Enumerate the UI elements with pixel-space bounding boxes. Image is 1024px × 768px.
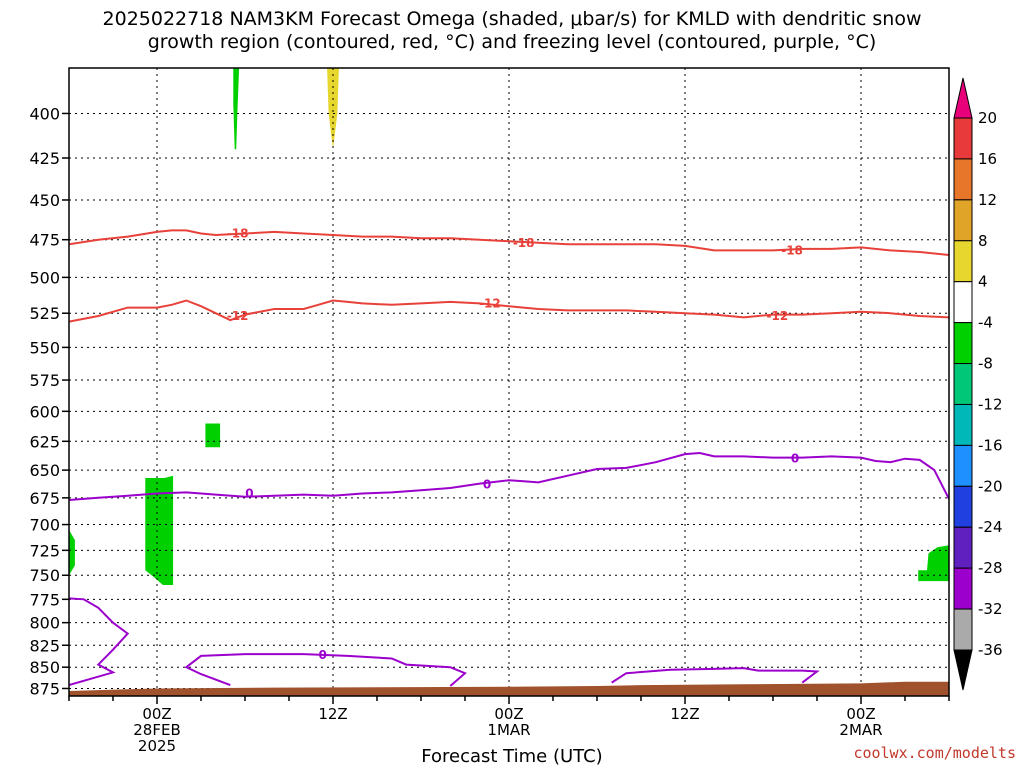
omega-colorbar: 20 16 12 8 4 -4 -8 -12 -16 -20 -24 -28 -32 -36 bbox=[953, 77, 1003, 691]
colorbar-top-triangle bbox=[953, 77, 973, 119]
y-tick-label-525: 525 bbox=[29, 304, 60, 323]
colorbar-label-2: 12 bbox=[978, 191, 997, 209]
contour-labels: -18 -18 -18 -12 -12 -12 0 0 0 0 bbox=[227, 226, 803, 662]
chart-title-line-1: 2025022718 NAM3KM Forecast Omega (shaded… bbox=[102, 8, 922, 30]
colorbar-label-8: -16 bbox=[978, 436, 1003, 454]
y-tick-label-400: 400 bbox=[29, 104, 60, 123]
colorbar-label-10: -24 bbox=[978, 518, 1003, 536]
contour-line-0 bbox=[69, 229, 949, 256]
y-tick-label-750: 750 bbox=[29, 566, 60, 585]
contour-label-3: -12 bbox=[227, 309, 249, 323]
x-tick-label-48-0: 00Z bbox=[846, 705, 875, 723]
colorbar-label-4: 4 bbox=[978, 273, 988, 291]
y-tick-label-475: 475 bbox=[29, 231, 60, 250]
colorbar-segment-12 bbox=[953, 608, 973, 651]
colorbar-segment-7 bbox=[953, 403, 973, 446]
colorbar-label-5: -4 bbox=[978, 314, 993, 332]
contour-label-2: -18 bbox=[781, 243, 803, 257]
x-tick-label-0-1: 28FEB bbox=[133, 721, 180, 739]
y-tick-label-625: 625 bbox=[29, 432, 60, 451]
colorbar-label-13: -36 bbox=[978, 641, 1003, 659]
omega-region-0 bbox=[233, 68, 240, 150]
omega-region-4 bbox=[69, 529, 75, 576]
contour-label-7: 0 bbox=[483, 478, 491, 492]
x-tick-label-12-0: 12Z bbox=[318, 705, 347, 723]
contour-label-6: 0 bbox=[245, 486, 253, 500]
colorbar-label-3: 8 bbox=[978, 232, 988, 250]
colorbar-label-6: -8 bbox=[978, 355, 993, 373]
y-tick-label-725: 725 bbox=[29, 541, 60, 560]
grid-lines bbox=[69, 68, 949, 696]
temperature-contours bbox=[69, 229, 949, 687]
contour-line-4 bbox=[184, 653, 467, 687]
contour-label-4: -12 bbox=[479, 296, 501, 310]
y-tick-label-450: 450 bbox=[29, 191, 60, 210]
y-tick-label-575: 575 bbox=[29, 371, 60, 390]
colorbar-segment-0 bbox=[953, 117, 973, 160]
ground-terrain bbox=[69, 681, 949, 696]
y-tick-label-700: 700 bbox=[29, 516, 60, 535]
y-tick-label-650: 650 bbox=[29, 461, 60, 480]
y-tick-label-425: 425 bbox=[29, 149, 60, 168]
contour-label-0: -18 bbox=[227, 226, 249, 240]
colorbar-label-0: 20 bbox=[978, 109, 997, 127]
y-tick-label-500: 500 bbox=[29, 268, 60, 287]
contour-line-1 bbox=[69, 299, 949, 323]
colorbar-segment-6 bbox=[953, 363, 973, 405]
y-tick-label-825: 825 bbox=[29, 636, 60, 655]
contour-label-9: 0 bbox=[319, 648, 327, 662]
omega-region-1 bbox=[327, 68, 339, 150]
omega-region-2 bbox=[205, 423, 221, 448]
contour-label-1: -18 bbox=[513, 236, 535, 250]
contour-line-5 bbox=[611, 667, 820, 684]
colorbar-label-1: 16 bbox=[978, 150, 997, 168]
colorbar-label-7: -12 bbox=[978, 395, 1003, 413]
y-axis-ticks: 400 425 450 475 500 525 550 575 600 625 650 675 700 7… bbox=[29, 104, 69, 698]
omega-region-3 bbox=[145, 475, 174, 585]
x-axis-label: Forecast Time (UTC) bbox=[421, 746, 603, 767]
colorbar-segment-10 bbox=[953, 526, 973, 569]
x-tick-label-24-0: 00Z bbox=[494, 705, 523, 723]
colorbar-label-9: -20 bbox=[978, 477, 1003, 495]
colorbar-segment-2 bbox=[953, 199, 973, 242]
colorbar-segment-5 bbox=[953, 322, 973, 365]
colorbar-segment-1 bbox=[953, 158, 973, 201]
y-tick-label-800: 800 bbox=[29, 614, 60, 633]
y-tick-label-775: 775 bbox=[29, 590, 60, 609]
y-tick-label-675: 675 bbox=[29, 489, 60, 508]
omega-region-5 bbox=[918, 545, 949, 582]
site-credit[interactable]: coolwx.com/modelts bbox=[853, 744, 1016, 762]
colorbar-segment-11 bbox=[953, 567, 973, 610]
colorbar-segment-9 bbox=[953, 485, 973, 528]
contour-label-8: 0 bbox=[791, 452, 799, 466]
x-tick-label-24-1: 1MAR bbox=[487, 721, 530, 739]
x-tick-label-0-0: 00Z bbox=[142, 705, 171, 723]
contour-line-3 bbox=[69, 597, 130, 687]
colorbar-segment-3 bbox=[953, 240, 973, 283]
y-tick-label-875: 875 bbox=[29, 679, 60, 698]
contour-line-2 bbox=[69, 451, 949, 501]
colorbar-label-12: -32 bbox=[978, 600, 1003, 618]
y-tick-label-550: 550 bbox=[29, 338, 60, 357]
x-tick-label-36-0: 12Z bbox=[670, 705, 699, 723]
omega-shading bbox=[69, 68, 949, 585]
colorbar-bottom-triangle bbox=[953, 649, 973, 691]
colorbar-label-11: -28 bbox=[978, 559, 1003, 577]
contour-label-5: -12 bbox=[767, 309, 789, 323]
colorbar-segment-4 bbox=[953, 281, 973, 324]
colorbar-segment-8 bbox=[953, 444, 973, 487]
chart-title-line-2: growth region (contoured, red, °C) and f… bbox=[147, 31, 877, 53]
ground-polygon bbox=[69, 681, 949, 696]
y-tick-label-850: 850 bbox=[29, 658, 60, 677]
x-tick-label-0-2: 2025 bbox=[138, 737, 176, 755]
x-tick-label-48-1: 2MAR bbox=[839, 721, 882, 739]
y-tick-label-600: 600 bbox=[29, 402, 60, 421]
